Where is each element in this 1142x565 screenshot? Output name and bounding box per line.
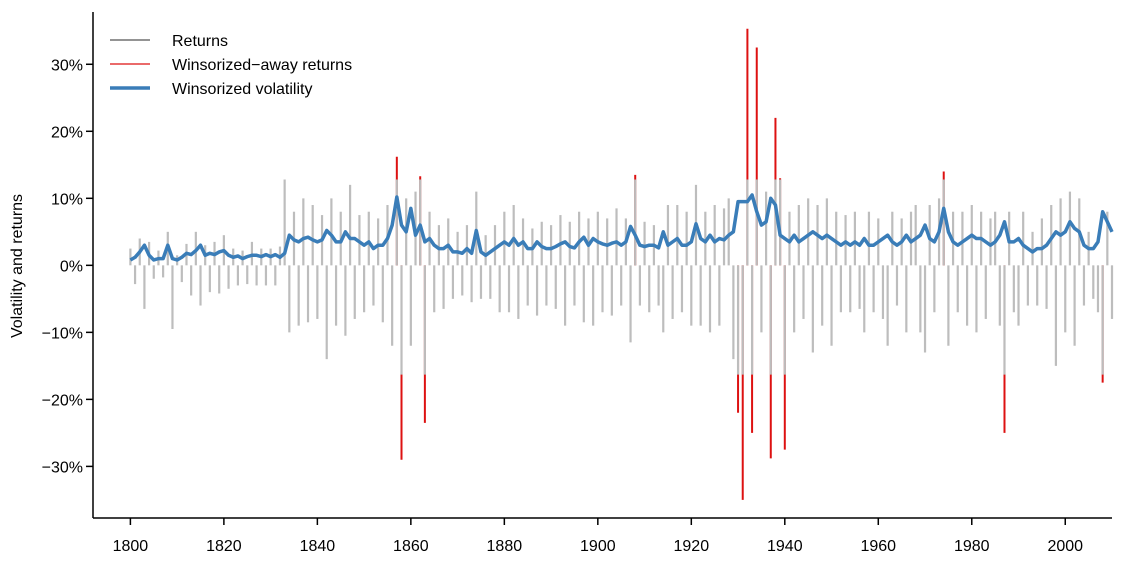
y-tick-label: 30% bbox=[51, 57, 83, 74]
y-tick-label: 20% bbox=[51, 124, 83, 141]
y-tick-label: −20% bbox=[42, 392, 83, 409]
x-tick-label: 1800 bbox=[113, 538, 149, 555]
x-tick-label: 1900 bbox=[580, 538, 616, 555]
spikes-layer bbox=[129, 28, 1114, 500]
lines-layer bbox=[129, 193, 1114, 262]
x-tick-label: 1980 bbox=[954, 538, 990, 555]
y-tick-label: 10% bbox=[51, 191, 83, 208]
x-tick-label: 1940 bbox=[767, 538, 803, 555]
x-tick-label: 1860 bbox=[393, 538, 429, 555]
axes-layer: −30% −20% −10% 0% 10% 20% 30% 1800 1820 1840 1860 1… bbox=[42, 12, 1112, 555]
legend-label: Winsorized−away returns bbox=[172, 57, 352, 74]
y-axis-title: Volatility and returns bbox=[9, 194, 26, 338]
x-tick-label: 1880 bbox=[487, 538, 523, 555]
legend-label: Winsorized volatility bbox=[172, 81, 312, 98]
x-tick-label: 1820 bbox=[206, 538, 242, 555]
legend: Returns Winsorized−away returns Winsorized… bbox=[110, 33, 352, 98]
y-tick-label: −10% bbox=[42, 325, 83, 342]
legend-label: Returns bbox=[172, 33, 228, 50]
x-tick-label: 2000 bbox=[1047, 538, 1083, 555]
x-tick-label: 1960 bbox=[860, 538, 896, 555]
x-tick-label: 1840 bbox=[300, 538, 336, 555]
y-tick-label: −30% bbox=[42, 459, 83, 476]
y-tick-label: 0% bbox=[60, 258, 83, 275]
volatility-line bbox=[129, 193, 1114, 262]
x-tick-label: 1920 bbox=[674, 538, 710, 555]
